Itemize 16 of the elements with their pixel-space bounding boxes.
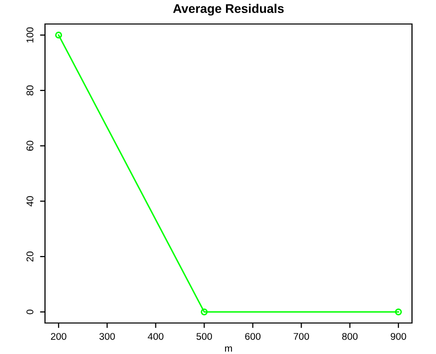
y-tick-label: 40 [26, 196, 34, 206]
y-tick-label: 80 [26, 85, 34, 96]
chart-title: Average Residuals [173, 4, 284, 16]
x-tick-label: 700 [294, 332, 310, 340]
x-tick-label: 200 [50, 332, 66, 340]
x-tick-label: 900 [390, 332, 406, 340]
y-tick-label: 0 [26, 310, 34, 314]
x-tick-label: 500 [196, 332, 212, 340]
x-tick-label: 400 [148, 332, 164, 340]
x-tick-label: 800 [342, 332, 358, 340]
x-tick-label: 300 [99, 332, 115, 340]
y-tick-label: 20 [26, 252, 34, 262]
y-tick-label: 100 [26, 27, 34, 42]
x-tick-label: 600 [245, 332, 261, 340]
y-tick-label: 60 [26, 140, 34, 151]
x-axis-title: m [225, 346, 232, 352]
